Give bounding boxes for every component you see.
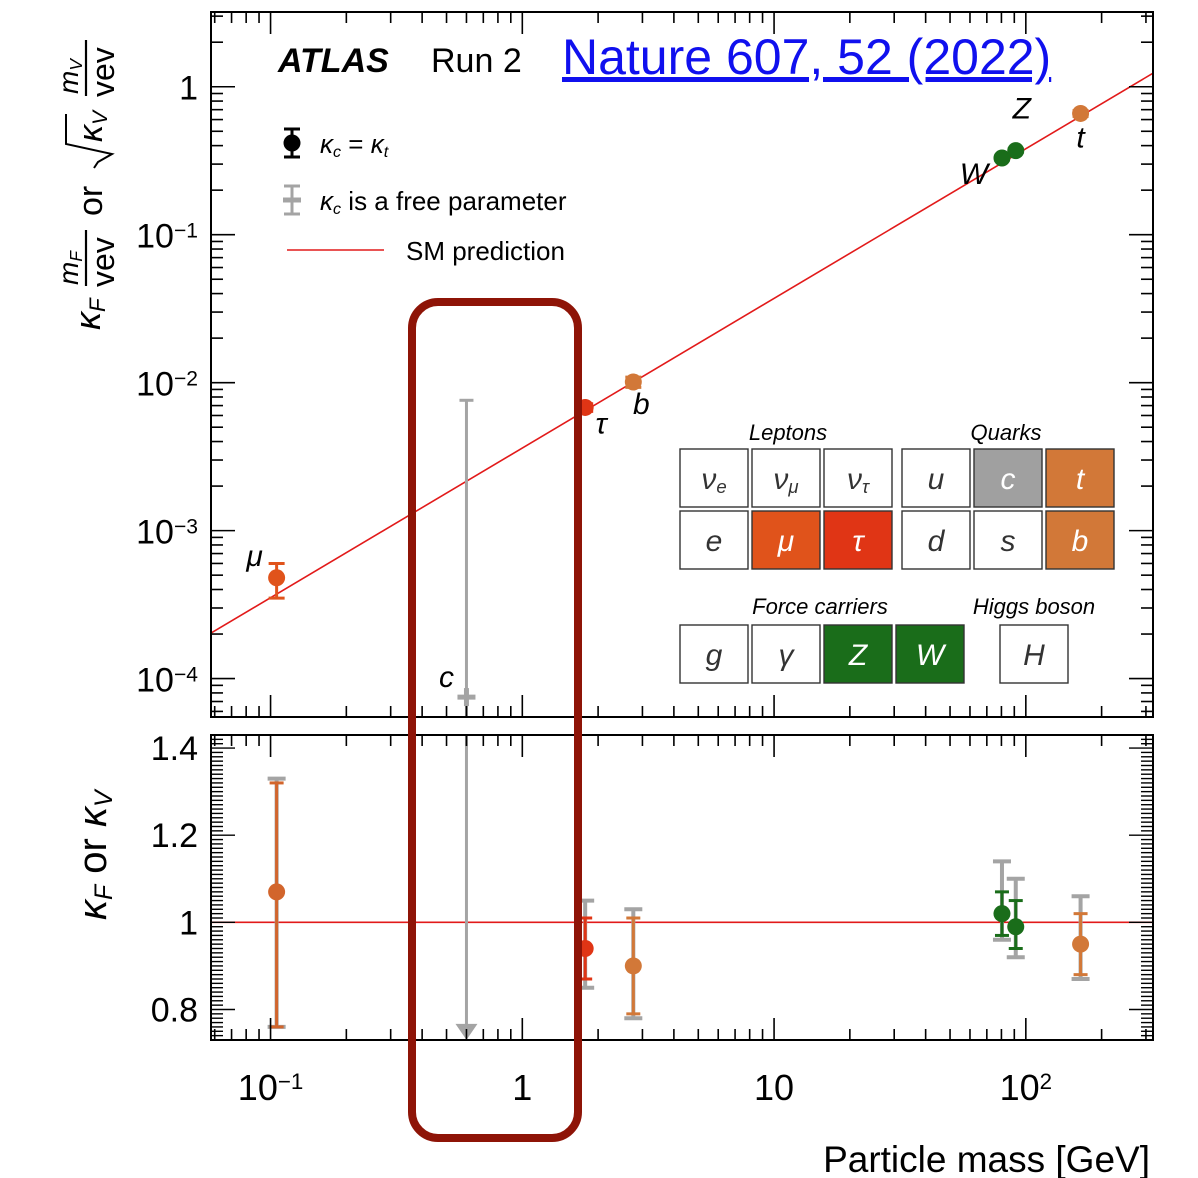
- lepton-cell-5-symbol: τ: [852, 525, 865, 558]
- bottom-y-axis-title: κF or κV: [71, 788, 118, 920]
- top-point-label-τ: τ: [596, 407, 609, 440]
- bottom-point-Z: [1007, 918, 1025, 936]
- bottom-y-tick-label: 1: [179, 904, 198, 942]
- quark-cell-0-symbol: u: [928, 463, 945, 496]
- quark-cell-4-symbol: s: [1001, 525, 1016, 558]
- quark-cell-2-box: [1045, 448, 1115, 508]
- force-cell-0-box: [679, 624, 749, 684]
- lepton-cell-3-symbol: e: [706, 525, 723, 558]
- bottom-point-b: [624, 957, 642, 975]
- x-tick-label: 10−1: [238, 1067, 304, 1108]
- bottom-point-W: [993, 905, 1011, 923]
- reference-link[interactable]: Nature 607, 52 (2022): [562, 29, 1052, 85]
- table-header-leptons: Leptons: [749, 420, 827, 445]
- quark-cell-3-box: [901, 510, 971, 570]
- charm-highlight-box: [408, 298, 582, 1142]
- top-y-tick-label: 10−2: [136, 366, 198, 404]
- lepton-cell-1-symbol: νμ: [773, 463, 798, 497]
- force-cell-1-symbol: γ: [779, 639, 796, 672]
- quark-cell-0-box: [901, 448, 971, 508]
- legend-label-2: κc is a free parameter: [320, 186, 567, 218]
- top-y-tick-label: 1: [179, 70, 198, 108]
- bottom-y-tick-label: 0.8: [151, 992, 198, 1030]
- legend-marker-1: [283, 134, 301, 152]
- legend-label-3: SM prediction: [406, 236, 565, 266]
- lepton-cell-4-box: [751, 510, 821, 570]
- top-point-Z: [1007, 142, 1025, 160]
- table-header-force: Force carriers: [752, 594, 888, 619]
- top-y-tick-label: 10−3: [136, 514, 198, 552]
- top-charm-label: c: [439, 661, 454, 694]
- top-point-label-W: W: [960, 158, 991, 191]
- top-point-μ: [268, 569, 286, 587]
- table-header-higgs: Higgs boson: [973, 594, 1095, 619]
- bottom-y-tick-label: 1.2: [151, 817, 198, 855]
- top-point-label-b: b: [633, 388, 650, 421]
- force-cell-1-box: [751, 624, 821, 684]
- quark-cell-1-box: [973, 448, 1043, 508]
- ylabel-frac1-den: vev: [85, 237, 121, 287]
- ylabel-frac2-den: vev: [85, 47, 121, 97]
- bottom-point-μ: [268, 883, 286, 901]
- force-cell-0-symbol: g: [706, 639, 723, 672]
- ylabel-kappa-v: κV: [72, 109, 112, 142]
- force-cell-3-box: [895, 624, 965, 684]
- lepton-cell-5-box: [823, 510, 893, 570]
- lepton-cell-0-box: [679, 448, 749, 508]
- quark-cell-5-symbol: b: [1072, 525, 1089, 558]
- top-point-t: [1072, 104, 1090, 122]
- bottom-panel-frame: [210, 734, 1154, 1041]
- quark-cell-3-symbol: d: [928, 525, 946, 558]
- legend-label-1: κc = κt: [320, 129, 390, 161]
- ylabel-kappa-f: κF: [67, 297, 110, 330]
- force-cell-3-symbol: W: [916, 639, 947, 672]
- top-y-tick-label: 10−1: [136, 218, 198, 256]
- quark-cell-1-symbol: c: [1001, 463, 1016, 496]
- quark-cell-2-symbol: t: [1076, 463, 1086, 496]
- x-tick-label: 102: [1000, 1067, 1052, 1108]
- table-header-quarks: Quarks: [971, 420, 1042, 445]
- ylabel-or: or: [72, 186, 110, 216]
- higgs-cell-0-symbol: H: [1023, 639, 1045, 672]
- top-point-label-μ: μ: [245, 540, 262, 573]
- top-point-b: [624, 373, 642, 391]
- quark-cell-4-box: [973, 510, 1043, 570]
- x-tick-label: 10: [754, 1067, 794, 1108]
- top-point-label-t: t: [1076, 121, 1086, 154]
- ylabel2-text: κF or κV: [71, 788, 118, 920]
- lepton-cell-3-box: [679, 510, 749, 570]
- sm-prediction-line: [210, 72, 1154, 634]
- quark-cell-5-box: [1045, 510, 1115, 570]
- lepton-cell-2-box: [823, 448, 893, 508]
- run-label: Run 2: [431, 42, 522, 80]
- bottom-point-t: [1072, 935, 1090, 953]
- lepton-cell-1-box: [751, 448, 821, 508]
- x-tick-label: 1: [512, 1067, 532, 1108]
- ylabel-frac1-num: mF: [53, 250, 86, 285]
- top-point-W: [993, 149, 1011, 167]
- higgs-cell-0-box: [999, 624, 1069, 684]
- bottom-y-tick-label: 1.4: [151, 730, 198, 768]
- lepton-cell-0-symbol: νe: [701, 463, 726, 497]
- atlas-label: ATLAS: [277, 42, 389, 80]
- force-cell-2-symbol: Z: [848, 639, 869, 672]
- top-point-label-Z: Z: [1012, 93, 1033, 126]
- top-y-tick-label: 10−4: [136, 662, 198, 700]
- force-cell-2-box: [823, 624, 893, 684]
- x-axis-title: Particle mass [GeV]: [823, 1139, 1150, 1178]
- lepton-cell-2-symbol: ντ: [847, 463, 870, 497]
- top-panel-frame: [210, 11, 1154, 718]
- ylabel-frac2-num: mV: [53, 58, 86, 94]
- ylabel-sqrt: [65, 114, 115, 169]
- lepton-cell-4-symbol: μ: [777, 525, 794, 558]
